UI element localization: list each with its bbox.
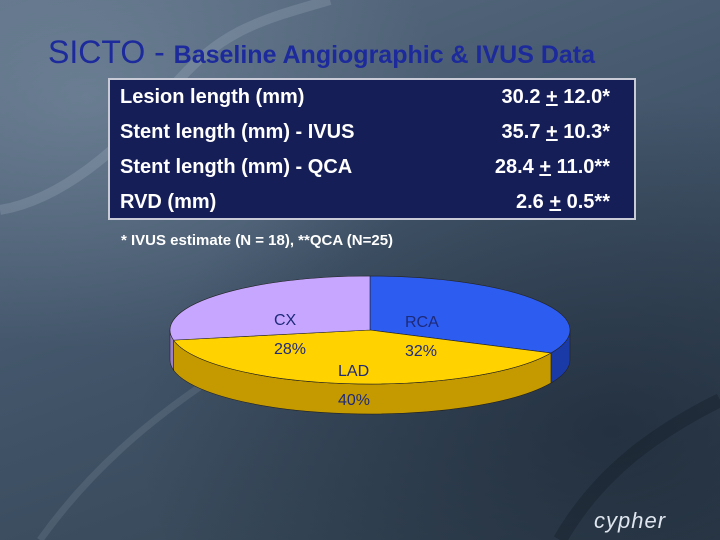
row-value: 2.6 + 0.5**: [516, 191, 610, 214]
slice-name-label: CX: [274, 312, 297, 329]
plus-minus: +: [539, 156, 552, 178]
table-row: Stent length (mm) - QCA 28.4 + 11.0**: [110, 150, 634, 185]
value-sd: 0.5**: [566, 191, 610, 213]
value-main: 2.6: [516, 191, 544, 213]
row-label: Stent length (mm) - IVUS: [120, 121, 355, 143]
table-row: Stent length (mm) - IVUS 35.7 + 10.3*: [110, 115, 634, 150]
value-sd: 12.0*: [563, 86, 610, 108]
footnote: * IVUS estimate (N = 18), **QCA (N=25): [121, 232, 394, 249]
value-sd: 11.0**: [556, 156, 610, 178]
cypher-logo: cypher: [594, 508, 667, 533]
row-value: 30.2 + 12.0*: [502, 86, 610, 109]
pie-slice-rca: [369, 275, 571, 354]
table-row: Lesion length (mm) 30.2 + 12.0*: [110, 80, 634, 115]
plus-minus: +: [549, 191, 562, 213]
slice-name-label: LAD: [338, 363, 369, 380]
value-main: 28.4: [494, 156, 534, 178]
row-value: 35.7 + 10.3*: [502, 121, 610, 144]
data-table: Lesion length (mm) 30.2 + 12.0* Stent le…: [108, 78, 636, 220]
value-main: 30.2: [501, 86, 541, 108]
row-label: Lesion length (mm): [120, 86, 305, 108]
table-row: RVD (mm) 2.6 + 0.5**: [110, 185, 634, 220]
pie-slice-lad: [172, 329, 552, 385]
pie-slice-cx: [169, 275, 371, 341]
plus-minus: +: [546, 121, 558, 143]
slice-percent-label: 32%: [405, 343, 437, 360]
row-label: RVD (mm): [120, 191, 217, 213]
logo-text: cypher: [594, 508, 667, 533]
value-main: 35.7: [501, 121, 541, 143]
plus-minus: +: [546, 86, 558, 108]
slice-percent-label: 40%: [338, 392, 370, 409]
slice-name-label: RCA: [405, 314, 439, 331]
row-label: Stent length (mm) - QCA: [120, 156, 353, 178]
title-sub: Baseline Angiographic & IVUS Data: [173, 41, 596, 69]
slice-percent-label: 28%: [274, 341, 306, 358]
row-value: 28.4 + 11.0**: [495, 156, 610, 179]
value-sd: 10.3*: [563, 121, 610, 143]
title-main: SICTO -: [48, 34, 174, 70]
slide-title: SICTO - Baseline Angiographic & IVUS Dat…: [48, 34, 595, 71]
